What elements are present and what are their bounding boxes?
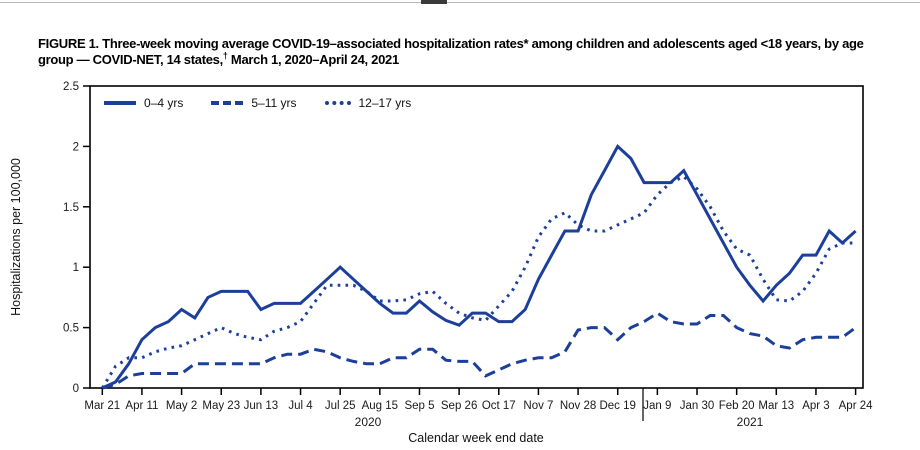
series-line-dotted: [101, 174, 856, 389]
figure-title: FIGURE 1. Three-week moving average COVI…: [38, 36, 900, 67]
year-label-2021: 2021: [737, 415, 764, 429]
page-crop-rule: [0, 2, 920, 3]
legend-label: 5–11 yrs: [251, 96, 297, 110]
solid-line-swatch: [104, 101, 136, 105]
legend-label: 0–4 yrs: [144, 96, 184, 110]
x-tick-label: Nov 7: [523, 400, 553, 412]
x-tick-label: May 2: [166, 400, 197, 412]
x-tick-label: Aug 15: [362, 400, 398, 412]
series-line-solid: [101, 143, 857, 390]
y-tick-label: 1.5: [63, 202, 79, 214]
x-tick-label: Jul 25: [325, 400, 356, 412]
x-tick-label: Apr 3: [802, 400, 830, 412]
x-tick-label: Mar 21: [84, 400, 120, 412]
x-tick-label: Sep 26: [441, 400, 477, 412]
x-tick-label: Feb 20: [719, 400, 755, 412]
chart-legend: 0–4 yrs 5–11 yrs 12–17 yrs: [104, 96, 439, 110]
figure-title-dagger: †: [222, 50, 228, 61]
x-tick-label: Apr 11: [125, 400, 158, 412]
figure-title-text: FIGURE 1. Three-week moving average COVI…: [38, 36, 864, 67]
x-tick-label: May 23: [202, 400, 240, 412]
x-tick-label: Jan 30: [680, 400, 715, 412]
legend-item-12-17: 12–17 yrs: [324, 96, 412, 110]
legend-label: 12–17 yrs: [358, 96, 412, 110]
figure-title-daterange: March 1, 2020–April 24, 2021: [227, 51, 399, 67]
x-tick-label: Apr 24: [839, 400, 873, 412]
y-tick-label: 0.5: [63, 323, 79, 335]
y-tick-label: 2: [73, 141, 79, 153]
x-tick-label: Sep 5: [404, 400, 434, 412]
legend-item-5-11: 5–11 yrs: [211, 96, 297, 110]
y-tick-label: 0: [73, 383, 79, 395]
series-line-dashed: [101, 311, 857, 390]
x-tick-label: Jan 9: [643, 400, 671, 412]
x-tick-label: Nov 28: [560, 400, 596, 412]
page-crop-mark: [421, 0, 447, 4]
year-label-2020: 2020: [355, 415, 382, 429]
y-tick-label: 1: [73, 262, 79, 274]
x-tick-label: Mar 13: [758, 400, 794, 412]
y-tick-label: 2.5: [63, 81, 79, 93]
x-tick-label: Jun 13: [244, 400, 279, 412]
legend-item-0-4: 0–4 yrs: [104, 96, 183, 110]
x-axis-title: Calendar week end date: [408, 431, 544, 445]
x-tick-label: Oct 17: [482, 400, 516, 412]
x-tick-label: Jul 4: [288, 400, 313, 412]
x-tick-label: Dec 19: [599, 400, 635, 412]
dotted-line-swatch: [324, 101, 351, 105]
dashed-line-swatch: [211, 101, 244, 105]
